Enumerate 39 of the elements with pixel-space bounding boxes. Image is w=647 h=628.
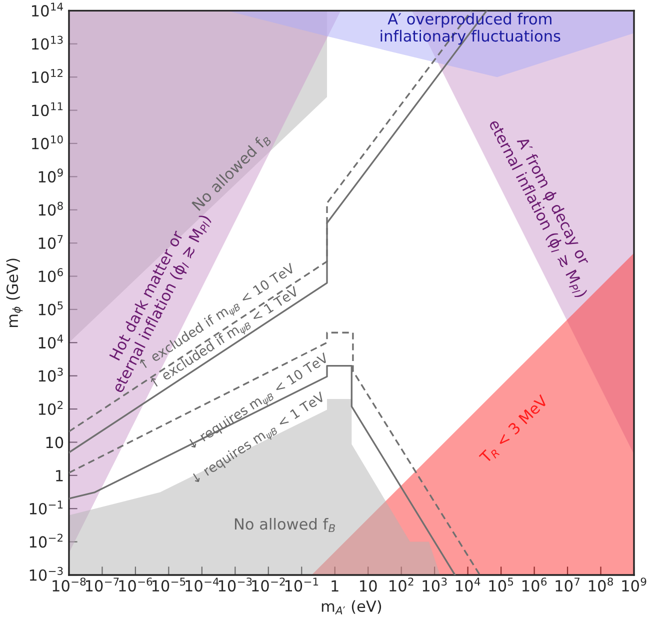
y-tick-label: 10$^{7}$ (38, 235, 63, 249)
y-tick-label: 10$^{3}$ (38, 368, 63, 382)
annotation: No allowed f$_{B}$ (234, 518, 335, 532)
x-tick-label: 10 (360, 580, 377, 592)
y-tick-label: 10$^{−1}$ (30, 500, 63, 515)
annotation: T$_{R}$ < 3 MeV (478, 394, 550, 466)
y-tick-label: 10$^{11}$ (32, 102, 63, 116)
y-tick-label: 1 (56, 470, 63, 482)
y-tick-label: 10$^{5}$ (38, 301, 63, 316)
y-tick-label: 10$^{9}$ (38, 168, 63, 183)
y-tick-label: 10$^{8}$ (38, 202, 63, 216)
x-tick-label: 10$^{−3}$ (218, 578, 252, 592)
x-tick-label: 1 (332, 580, 338, 592)
y-tick-label: 10$^{4}$ (38, 334, 64, 349)
y-tick-label: 10$^{6}$ (38, 268, 63, 282)
x-tick-label: 10$^{8}$ (588, 578, 613, 592)
y-tick-label: 10$^{−2}$ (30, 534, 62, 548)
x-tick-label: 10$^{−4}$ (186, 578, 219, 592)
x-tick-label: 10$^{−6}$ (119, 578, 152, 592)
x-tick-label: 10$^{−7}$ (86, 578, 119, 592)
y-tick-label: 10$^{12}$ (32, 68, 62, 83)
x-tick-label: 10$^{7}$ (556, 578, 580, 592)
x-tick-label: 10$^{5}$ (489, 578, 514, 592)
y-tick-label: 10$^{2}$ (38, 400, 63, 415)
x-tick-label: 10$^{−2}$ (252, 578, 285, 592)
x-tick-label: 10$^{6}$ (522, 578, 547, 592)
y-axis-title: m$_{ϕ}$ (GeV) (6, 258, 23, 327)
x-axis-title: m$_{A′}$ (eV) (322, 600, 382, 614)
x-tick-label: 10$^{−1}$ (285, 578, 318, 592)
annotation: No allowed f$_{B}$ (191, 132, 272, 213)
x-tick-label: 10$^{2}$ (390, 578, 414, 592)
y-tick-label: 10 (46, 436, 64, 448)
y-tick-label: 10$^{14}$ (32, 2, 63, 17)
x-tick-label: 10$^{4}$ (456, 578, 480, 592)
y-tick-label: 10$^{13}$ (32, 36, 63, 50)
x-tick-label: 10$^{−5}$ (152, 578, 186, 592)
x-tick-label: 10$^{3}$ (422, 578, 447, 592)
x-tick-label: 10$^{9}$ (622, 578, 646, 592)
y-tick-label: 10$^{10}$ (32, 135, 63, 150)
